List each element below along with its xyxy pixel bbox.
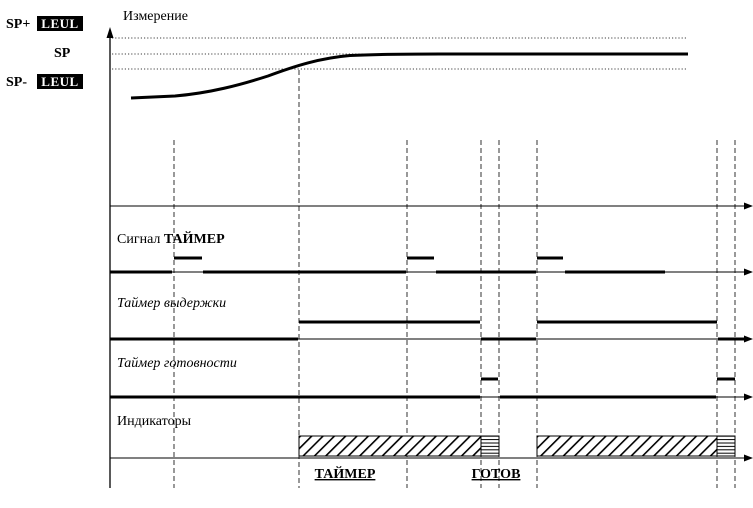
- ready-timer-label: Таймер готовности: [117, 356, 237, 371]
- sp-label: SP: [54, 46, 71, 61]
- timer-indicator-bar: [298, 435, 482, 457]
- ready-indicator-bar: [480, 435, 500, 457]
- sp-minus-badge-bg: [37, 74, 83, 89]
- signal-row-label: Сигнал ТАЙМЕР: [117, 230, 225, 247]
- axis-ready-arrow: [744, 393, 753, 401]
- sp-minus-badge: LEUL: [41, 74, 78, 89]
- sp-plus-badge: LEUL: [41, 16, 78, 31]
- hold-timer-label: Таймер выдержки: [117, 296, 226, 311]
- ready-indicator-bar-2: [716, 435, 736, 457]
- measurement-title: Измерение: [123, 9, 188, 24]
- axis-signal-arrow: [744, 268, 753, 276]
- signal-timer-trace: [110, 256, 665, 274]
- ready-indicator-caption: ГОТОВ: [472, 467, 521, 482]
- event-lines: [173, 70, 736, 488]
- indicators-label: Индикаторы: [117, 414, 192, 429]
- sp-plus-badge-bg: [37, 16, 83, 31]
- sp-minus-prefix: SP-: [6, 75, 27, 90]
- axis-measure-arrow: [744, 202, 753, 210]
- ready-timer-trace: [110, 377, 735, 399]
- y-axis-arrow: [106, 27, 114, 38]
- hold-timer-trace: [110, 320, 746, 341]
- axis-hold-arrow: [744, 335, 753, 343]
- measurement-curve: [130, 52, 688, 100]
- axis-indicators-arrow: [744, 454, 753, 462]
- timer-indicator-caption: ТАЙМЕР: [315, 465, 376, 482]
- timer-indicator-bar-2: [536, 435, 718, 457]
- sp-plus-prefix: SP+: [6, 17, 30, 32]
